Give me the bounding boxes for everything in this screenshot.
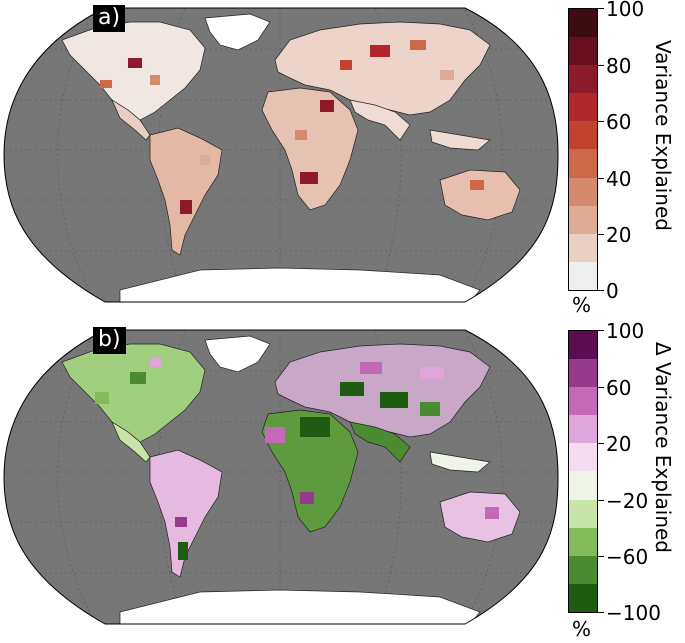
colorbar-tick-label: 80 [606, 54, 632, 78]
colorbar-segment [569, 65, 597, 94]
map-a [3, 7, 559, 303]
colorbar-segment [569, 443, 597, 472]
colorbar [568, 8, 598, 291]
colorbar-segment [569, 177, 597, 206]
colorbar [568, 330, 598, 613]
colorbar-tick [598, 612, 604, 613]
colorbar-tick-label: 40 [606, 167, 632, 191]
colorbar-tick [598, 330, 604, 331]
colorbar-tick [598, 121, 604, 122]
colorbar-tick [598, 500, 604, 501]
colorbar-segment [569, 499, 597, 528]
colorbar-segment [569, 527, 597, 556]
panel-b: b) 100 60 20 −20 −60 −100 Δ Variance Exp… [0, 319, 685, 643]
colorbar-tick [598, 556, 604, 557]
colorbar-segment [569, 415, 597, 444]
land-a [61, 13, 521, 302]
colorbar-tick-label: 100 [606, 0, 645, 21]
colorbar-tick [598, 178, 604, 179]
colorbar-segment [569, 205, 597, 234]
panel-label: b) [93, 327, 126, 354]
colorbar-tick-label: 0 [606, 279, 619, 303]
colorbar-segment [569, 37, 597, 66]
colorbar-tick-label: 60 [606, 110, 632, 134]
colorbar-tick-label: −100 [606, 601, 661, 625]
colorbar-segment [569, 93, 597, 122]
colorbar-segment [569, 233, 597, 262]
colorbar-segment [569, 149, 597, 178]
colorbar-title: Variance Explained [651, 40, 675, 231]
map-b [3, 329, 559, 625]
colorbar-tick [598, 290, 604, 291]
colorbar-tick [598, 234, 604, 235]
colorbar-tick [598, 65, 604, 66]
colorbar-segment [569, 261, 597, 290]
colorbar-segment [569, 9, 597, 38]
colorbar-tick-label: −20 [606, 489, 649, 513]
colorbar-title: Δ Variance Explained [651, 342, 675, 554]
colorbar-tick-label: −60 [606, 545, 649, 569]
colorbar-segment [569, 331, 597, 360]
colorbar-segment [569, 359, 597, 388]
colorbar-segment [569, 387, 597, 416]
colorbar-unit: % [572, 617, 592, 641]
colorbar-tick [598, 8, 604, 9]
colorbar-tick-label: 100 [606, 319, 645, 343]
colorbar-unit: % [572, 293, 592, 317]
colorbar-segment [569, 555, 597, 584]
panel-a: a) 100 80 60 40 20 0 Variance Explained … [3, 0, 675, 317]
colorbar-tick-label: 20 [606, 432, 632, 456]
panel-label: a) [93, 5, 126, 32]
colorbar-tick [598, 443, 604, 444]
colorbar-tick-label: 20 [606, 223, 632, 247]
colorbar-segment [569, 121, 597, 150]
colorbar-tick-label: 60 [606, 376, 632, 400]
colorbar-segment [569, 583, 597, 612]
colorbar-tick [598, 387, 604, 388]
colorbar-segment [569, 471, 597, 500]
